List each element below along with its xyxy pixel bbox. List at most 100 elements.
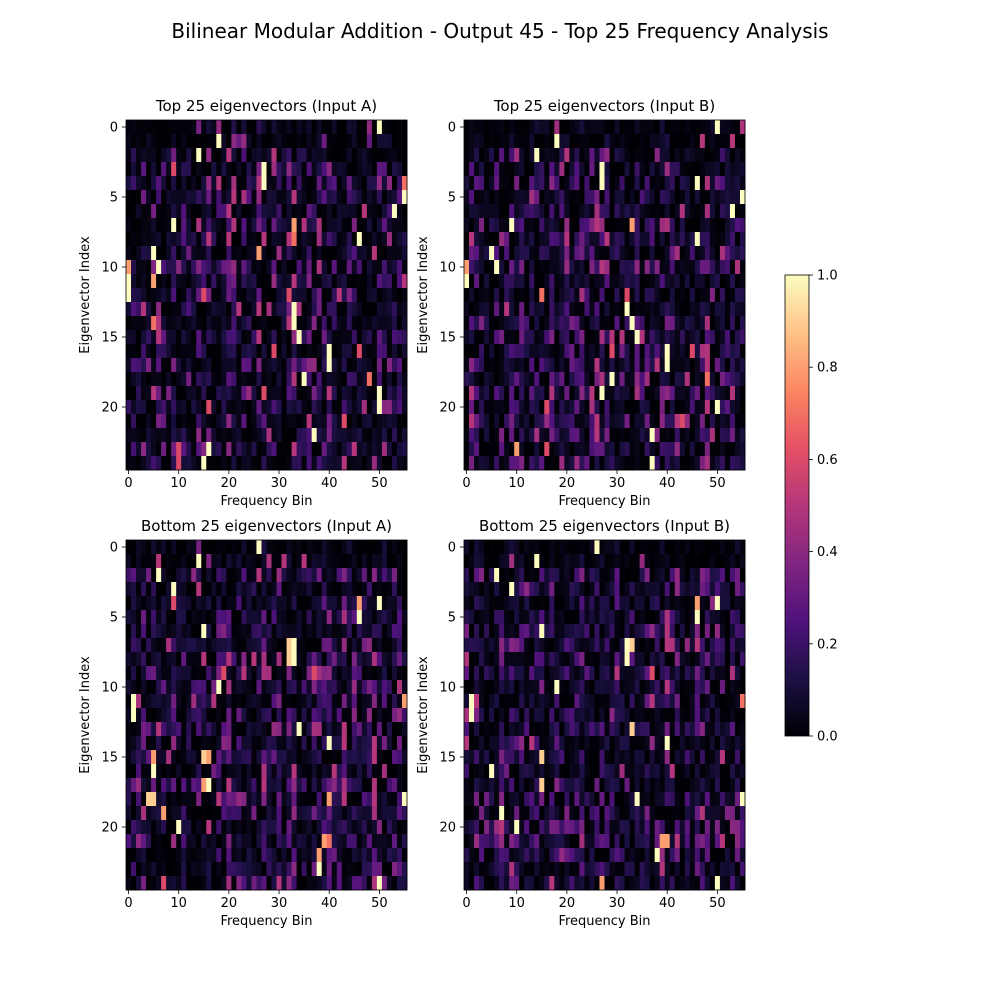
heatmap-cell	[539, 344, 545, 359]
heatmap-cell	[589, 232, 595, 247]
heatmap-cell	[146, 568, 152, 583]
heatmap-cell	[201, 456, 207, 471]
heatmap-cell	[386, 834, 393, 849]
heatmap-cell	[266, 778, 272, 793]
heatmap-cell	[181, 666, 187, 681]
heatmap-cell	[216, 582, 222, 597]
heatmap-cell	[261, 372, 267, 387]
heatmap-cell	[714, 694, 721, 709]
heatmap-cell	[321, 288, 328, 303]
heatmap-cell	[559, 400, 565, 415]
heatmap-cell	[271, 806, 277, 821]
heatmap-cell	[251, 764, 257, 779]
heatmap-cell	[266, 722, 272, 737]
heatmap-cell	[296, 806, 303, 821]
heatmap-cell	[191, 624, 197, 639]
heatmap-cell	[296, 862, 303, 877]
heatmap-cell	[739, 442, 746, 457]
heatmap-cell	[474, 624, 480, 639]
heatmap-cell	[494, 316, 500, 331]
heatmap-cell	[161, 246, 167, 261]
heatmap-cell	[619, 162, 625, 177]
heatmap-cell	[146, 148, 152, 163]
heatmap-cell	[634, 428, 641, 443]
heatmap-cell	[361, 330, 368, 345]
heatmap-cell	[221, 722, 227, 737]
heatmap-cell	[291, 428, 298, 443]
heatmap-cell	[241, 386, 247, 401]
heatmap-cell	[689, 190, 696, 205]
heatmap-cell	[629, 274, 636, 289]
heatmap-cell	[311, 162, 318, 177]
heatmap-cell	[724, 162, 731, 177]
heatmap-cell	[669, 554, 676, 569]
heatmap-cell	[326, 400, 333, 415]
heatmap-cell	[216, 218, 222, 233]
heatmap-cell	[156, 330, 162, 345]
heatmap-cell	[356, 134, 363, 149]
heatmap-cell	[734, 666, 741, 681]
heatmap-cell	[216, 442, 222, 457]
heatmap-cell	[331, 456, 338, 471]
heatmap-cell	[734, 638, 741, 653]
heatmap-cell	[326, 666, 333, 681]
heatmap-cell	[166, 442, 172, 457]
heatmap-cell	[391, 386, 398, 401]
heatmap-cell	[614, 540, 620, 555]
heatmap-cell	[499, 624, 505, 639]
heatmap-cell	[659, 582, 666, 597]
heatmap-cell	[614, 260, 620, 275]
heatmap-cell	[401, 834, 408, 849]
heatmap-cell	[251, 778, 257, 793]
heatmap-cell	[231, 540, 237, 555]
heatmap-cell	[699, 260, 706, 275]
heatmap-cell	[226, 358, 232, 373]
heatmap-cell	[684, 344, 691, 359]
heatmap-cell	[286, 218, 292, 233]
heatmap-cell	[126, 302, 132, 317]
heatmap-cell	[311, 638, 318, 653]
heatmap-cell	[271, 302, 277, 317]
heatmap-cell	[186, 414, 192, 429]
heatmap-cell	[256, 876, 262, 891]
heatmap-cell	[604, 344, 610, 359]
heatmap-cell	[634, 400, 641, 415]
heatmap-cell	[306, 834, 313, 849]
heatmap-cell	[534, 554, 540, 569]
heatmap-cell	[474, 316, 480, 331]
heatmap-cell	[594, 274, 600, 289]
heatmap-cell	[559, 260, 565, 275]
heatmap-cell	[709, 624, 716, 639]
heatmap-cell	[241, 596, 247, 611]
heatmap-cell	[321, 274, 328, 289]
heatmap-cell	[469, 582, 475, 597]
heatmap-cell	[704, 554, 711, 569]
heatmap-cell	[569, 232, 575, 247]
heatmap-panel-top-input-a: Top 25 eigenvectors (Input A)0 10 20 30 40 50…	[78, 97, 408, 509]
heatmap-cell	[514, 232, 520, 247]
heatmap-cell	[141, 848, 147, 863]
heatmap-cell	[141, 834, 147, 849]
heatmap-cell	[654, 596, 661, 611]
heatmap-cell	[206, 316, 212, 331]
heatmap-cell	[176, 120, 182, 135]
heatmap-cell	[311, 358, 318, 373]
heatmap-cell	[286, 610, 292, 625]
heatmap-cell	[539, 288, 545, 303]
heatmap-cell	[311, 778, 318, 793]
heatmap-cell	[564, 330, 570, 345]
heatmap-cell	[286, 358, 292, 373]
heatmap-cell	[489, 554, 495, 569]
heatmap-cell	[331, 176, 338, 191]
heatmap-cell	[391, 204, 398, 219]
heatmap-cell	[361, 274, 368, 289]
heatmap-cell	[729, 316, 736, 331]
heatmap-cell	[196, 568, 202, 583]
heatmap-cell	[376, 386, 383, 401]
heatmap-cell	[386, 372, 393, 387]
heatmap-cell	[619, 428, 625, 443]
heatmap-cell	[171, 288, 177, 303]
heatmap-cell	[579, 204, 585, 219]
heatmap-cell	[549, 274, 555, 289]
heatmap-cell	[734, 386, 741, 401]
